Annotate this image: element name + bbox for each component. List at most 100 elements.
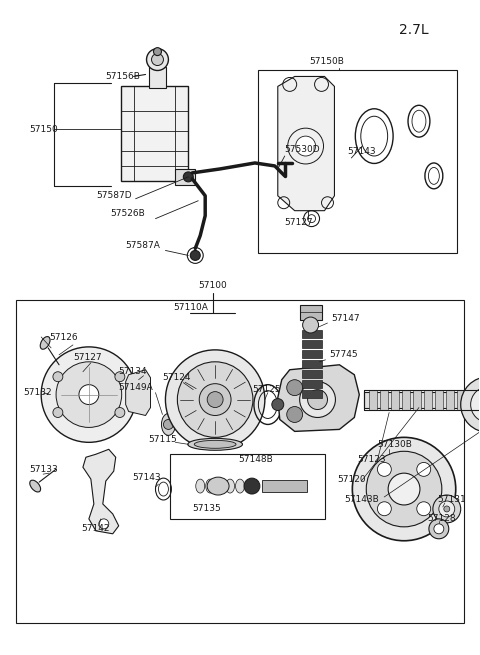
- Polygon shape: [278, 77, 335, 211]
- Bar: [175, 169, 195, 185]
- Circle shape: [53, 407, 63, 417]
- Circle shape: [308, 390, 327, 409]
- Text: 57587D: 57587D: [96, 191, 132, 200]
- Text: 2.7L: 2.7L: [399, 23, 429, 37]
- Circle shape: [444, 506, 450, 512]
- Text: 57126: 57126: [49, 333, 78, 343]
- Circle shape: [207, 392, 223, 407]
- Circle shape: [53, 372, 63, 382]
- Bar: [402, 390, 410, 409]
- Text: 57125: 57125: [252, 385, 280, 394]
- Bar: [369, 390, 377, 409]
- Text: 57143B: 57143B: [344, 495, 379, 504]
- Circle shape: [287, 380, 302, 396]
- Bar: [301, 390, 322, 398]
- Circle shape: [56, 362, 122, 428]
- Text: 57127: 57127: [285, 218, 313, 227]
- Circle shape: [199, 384, 231, 415]
- Circle shape: [287, 407, 302, 422]
- Text: 57142: 57142: [81, 525, 109, 533]
- Polygon shape: [83, 449, 119, 534]
- Text: 57132: 57132: [23, 388, 52, 397]
- Bar: [301, 370, 322, 378]
- Circle shape: [471, 386, 480, 422]
- Ellipse shape: [161, 413, 175, 436]
- Circle shape: [272, 399, 284, 411]
- Circle shape: [183, 172, 193, 182]
- Circle shape: [166, 350, 265, 449]
- Bar: [457, 390, 465, 409]
- Text: 57143: 57143: [132, 473, 161, 481]
- Text: 57587A: 57587A: [126, 241, 160, 250]
- Text: 57150B: 57150B: [310, 57, 345, 66]
- Circle shape: [388, 473, 420, 505]
- Text: 57123: 57123: [357, 455, 386, 464]
- Circle shape: [302, 317, 319, 333]
- Ellipse shape: [236, 479, 244, 493]
- Bar: [301, 340, 322, 348]
- Text: 57149A: 57149A: [119, 383, 154, 392]
- Text: 57143: 57143: [348, 147, 376, 155]
- Circle shape: [461, 377, 480, 432]
- Bar: [301, 350, 322, 358]
- Circle shape: [296, 136, 315, 156]
- Polygon shape: [278, 365, 360, 432]
- Text: 57526B: 57526B: [111, 209, 145, 218]
- Bar: [468, 390, 476, 409]
- Circle shape: [434, 524, 444, 534]
- Text: 57131: 57131: [437, 495, 466, 504]
- Circle shape: [244, 478, 260, 494]
- Text: 57128: 57128: [427, 514, 456, 523]
- Circle shape: [366, 451, 442, 527]
- Circle shape: [352, 438, 456, 541]
- Bar: [424, 390, 432, 409]
- Bar: [301, 330, 322, 338]
- Bar: [301, 360, 322, 367]
- Circle shape: [439, 501, 455, 517]
- Circle shape: [190, 250, 200, 261]
- Bar: [380, 390, 388, 409]
- Text: 57134: 57134: [119, 367, 147, 376]
- Text: 57127: 57127: [73, 353, 102, 362]
- Text: 57135: 57135: [192, 504, 221, 514]
- Polygon shape: [126, 370, 151, 415]
- Circle shape: [417, 502, 431, 515]
- Circle shape: [115, 407, 125, 417]
- Circle shape: [99, 519, 109, 529]
- Circle shape: [146, 48, 168, 71]
- Text: 57124: 57124: [162, 373, 191, 383]
- Circle shape: [300, 382, 336, 417]
- Ellipse shape: [194, 440, 236, 448]
- Text: 57148B: 57148B: [238, 455, 273, 464]
- Bar: [16, 300, 464, 624]
- Text: 57147: 57147: [332, 314, 360, 322]
- Bar: [120, 86, 188, 181]
- Ellipse shape: [216, 479, 225, 493]
- Bar: [170, 455, 324, 519]
- Text: 57745: 57745: [329, 350, 358, 360]
- Circle shape: [429, 519, 449, 539]
- Circle shape: [154, 48, 161, 56]
- Circle shape: [115, 372, 125, 382]
- Ellipse shape: [226, 479, 235, 493]
- Circle shape: [41, 347, 137, 442]
- Text: 57156B: 57156B: [105, 72, 140, 81]
- Bar: [300, 305, 322, 320]
- Circle shape: [178, 362, 253, 438]
- Text: 57530D: 57530D: [285, 145, 320, 153]
- Circle shape: [433, 495, 461, 523]
- Text: 57133: 57133: [29, 464, 58, 474]
- Circle shape: [79, 384, 99, 405]
- Bar: [262, 480, 307, 492]
- Circle shape: [377, 502, 391, 515]
- Ellipse shape: [188, 438, 242, 450]
- Bar: [435, 390, 443, 409]
- Ellipse shape: [207, 477, 229, 495]
- Text: 57110A: 57110A: [173, 303, 208, 312]
- Ellipse shape: [40, 337, 50, 349]
- Ellipse shape: [30, 480, 41, 492]
- Circle shape: [417, 462, 431, 476]
- Bar: [258, 69, 457, 253]
- Text: 57130B: 57130B: [377, 440, 412, 449]
- Text: 57100: 57100: [199, 281, 228, 290]
